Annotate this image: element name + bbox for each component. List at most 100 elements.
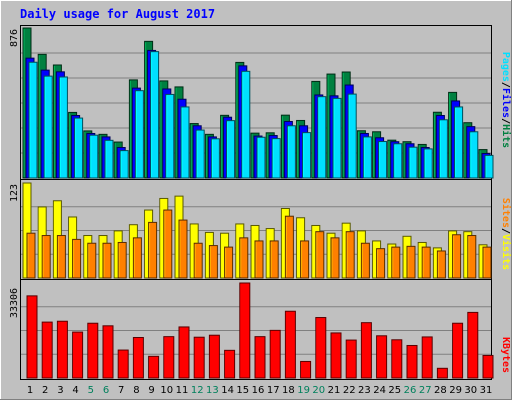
- legend-sep-1: /: [500, 82, 511, 88]
- bar-body: [436, 367, 448, 379]
- x-tick-label: 5: [88, 385, 94, 396]
- x-tick-label: 6: [103, 385, 109, 396]
- bar-body: [330, 332, 342, 379]
- bar-kbytes: [452, 322, 464, 379]
- bar-body: [193, 242, 203, 279]
- top-ymax-label: 876: [9, 29, 20, 47]
- bar-sites: [300, 240, 310, 279]
- bar-pages: [165, 93, 175, 179]
- x-tick-label: 9: [148, 385, 154, 396]
- bar-kbytes: [360, 322, 372, 379]
- bar-sites: [315, 231, 325, 279]
- bar-kbytes: [467, 311, 479, 379]
- bar-body: [41, 321, 53, 379]
- bar-pages: [210, 138, 220, 179]
- bar-pages: [454, 106, 464, 179]
- bar-body: [391, 246, 401, 279]
- bar-body: [26, 232, 36, 279]
- bar-body: [300, 360, 312, 379]
- bar-body: [102, 325, 114, 379]
- bar-body: [102, 242, 112, 279]
- bar-body: [178, 219, 188, 279]
- bar-kbytes: [41, 321, 53, 379]
- bar-body: [165, 93, 175, 179]
- legend-sep-2: /: [500, 118, 511, 124]
- bar-body: [436, 250, 446, 279]
- bar-kbytes: [482, 354, 494, 379]
- bar-kbytes: [239, 282, 251, 379]
- bar-body: [467, 235, 477, 279]
- bar-pages: [408, 146, 418, 179]
- bar-sites: [360, 242, 370, 279]
- bar-body: [452, 234, 462, 279]
- bar-body: [241, 70, 251, 179]
- bar-body: [406, 245, 416, 279]
- bar-body: [89, 134, 99, 179]
- bar-body: [467, 311, 479, 379]
- bar-body: [256, 136, 266, 179]
- x-tick-label: 21: [328, 385, 341, 396]
- middle-legend: Sites/Visits: [500, 198, 512, 270]
- bar-body: [421, 246, 431, 279]
- bar-pages: [469, 131, 479, 179]
- bar-body: [119, 150, 129, 179]
- bar-body: [378, 141, 388, 179]
- bar-body: [117, 349, 129, 379]
- x-tick-label: 26: [404, 385, 417, 396]
- bar-sites: [148, 221, 158, 279]
- bar-body: [87, 322, 99, 379]
- bar-pages: [362, 136, 372, 179]
- legend-sites: Sites: [500, 198, 512, 228]
- bar-sites: [436, 250, 446, 279]
- bar-pages: [150, 51, 160, 179]
- bar-kbytes: [178, 326, 190, 379]
- x-tick-label: 4: [72, 385, 78, 396]
- bar-body: [482, 354, 494, 379]
- bar-body: [254, 240, 264, 279]
- legend-pages: Pages: [500, 52, 511, 82]
- bar-pages: [347, 93, 357, 179]
- bar-body: [104, 139, 114, 179]
- bar-body: [41, 235, 51, 279]
- bar-body: [408, 146, 418, 179]
- bar-body: [454, 106, 464, 179]
- bar-body: [345, 231, 355, 279]
- bar-kbytes: [224, 349, 236, 379]
- bar-body: [315, 231, 325, 279]
- bar-body: [469, 131, 479, 179]
- bar-kbytes: [284, 310, 296, 379]
- x-tick-label: 8: [133, 385, 139, 396]
- bar-pages: [104, 139, 114, 179]
- bar-kbytes: [254, 336, 266, 379]
- bar-body: [226, 120, 236, 179]
- bar-sites: [117, 241, 127, 279]
- bar-body: [393, 143, 403, 179]
- bar-pages: [89, 134, 99, 179]
- bar-body: [224, 246, 234, 279]
- bar-sites: [26, 232, 36, 279]
- bar-pages: [180, 106, 190, 179]
- bar-body: [208, 245, 218, 279]
- x-tick-label: 14: [221, 385, 234, 396]
- top-legend: Pages/Files/Hits: [500, 52, 512, 148]
- bar-body: [452, 322, 464, 379]
- bar-body: [117, 241, 127, 279]
- bar-body: [72, 331, 84, 379]
- bottom-legend: KBytes: [500, 337, 511, 373]
- bar-body: [193, 336, 205, 379]
- bar-kbytes: [406, 344, 418, 379]
- bar-body: [254, 336, 266, 379]
- bar-body: [132, 237, 142, 279]
- bar-kbytes: [132, 336, 144, 379]
- legend-hits: Hits: [500, 124, 512, 148]
- bar-kbytes: [117, 349, 129, 379]
- bottom-ymax-label: 33306: [9, 288, 20, 318]
- bar-sites: [87, 242, 97, 279]
- x-tick-label: 17: [267, 385, 280, 396]
- x-tick-label: 30: [464, 385, 477, 396]
- bar-body: [345, 339, 357, 379]
- bar-body: [148, 221, 158, 279]
- x-tick-label: 16: [252, 385, 265, 396]
- bar-kbytes: [269, 329, 281, 379]
- bar-body: [239, 237, 249, 279]
